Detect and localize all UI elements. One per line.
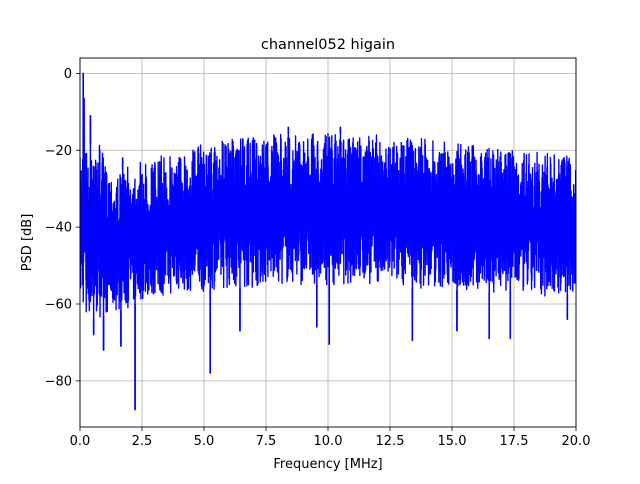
x-tick-label: 10.0 (314, 434, 343, 449)
x-axis-label: Frequency [MHz] (273, 457, 382, 472)
y-tick-label: −40 (45, 221, 72, 236)
psd-series-line (80, 72, 576, 411)
x-tick-label: 17.5 (500, 434, 529, 449)
y-axis-label: PSD [dB] (20, 214, 35, 272)
x-tick-label: 7.5 (256, 434, 277, 449)
y-tick-label: −80 (45, 374, 72, 389)
x-tick-label: 15.0 (438, 434, 467, 449)
y-tick-label: −20 (45, 144, 72, 159)
chart-title: channel052 higain (261, 37, 395, 53)
x-tick-label: 12.5 (376, 434, 405, 449)
psd-line-path (80, 72, 576, 411)
x-tick-label: 20.0 (562, 434, 591, 449)
y-tick-label: −60 (45, 298, 72, 313)
y-tick-label: 0 (64, 67, 72, 82)
x-axis-ticks: 0.0 2.5 5.0 7.5 10.0 12.5 15.0 17.5 20.0 (70, 427, 591, 449)
x-tick-label: 5.0 (194, 434, 215, 449)
x-tick-label: 0.0 (70, 434, 91, 449)
x-tick-label: 2.5 (132, 434, 153, 449)
y-axis-ticks: −80 −60 −40 −20 0 (45, 67, 80, 389)
